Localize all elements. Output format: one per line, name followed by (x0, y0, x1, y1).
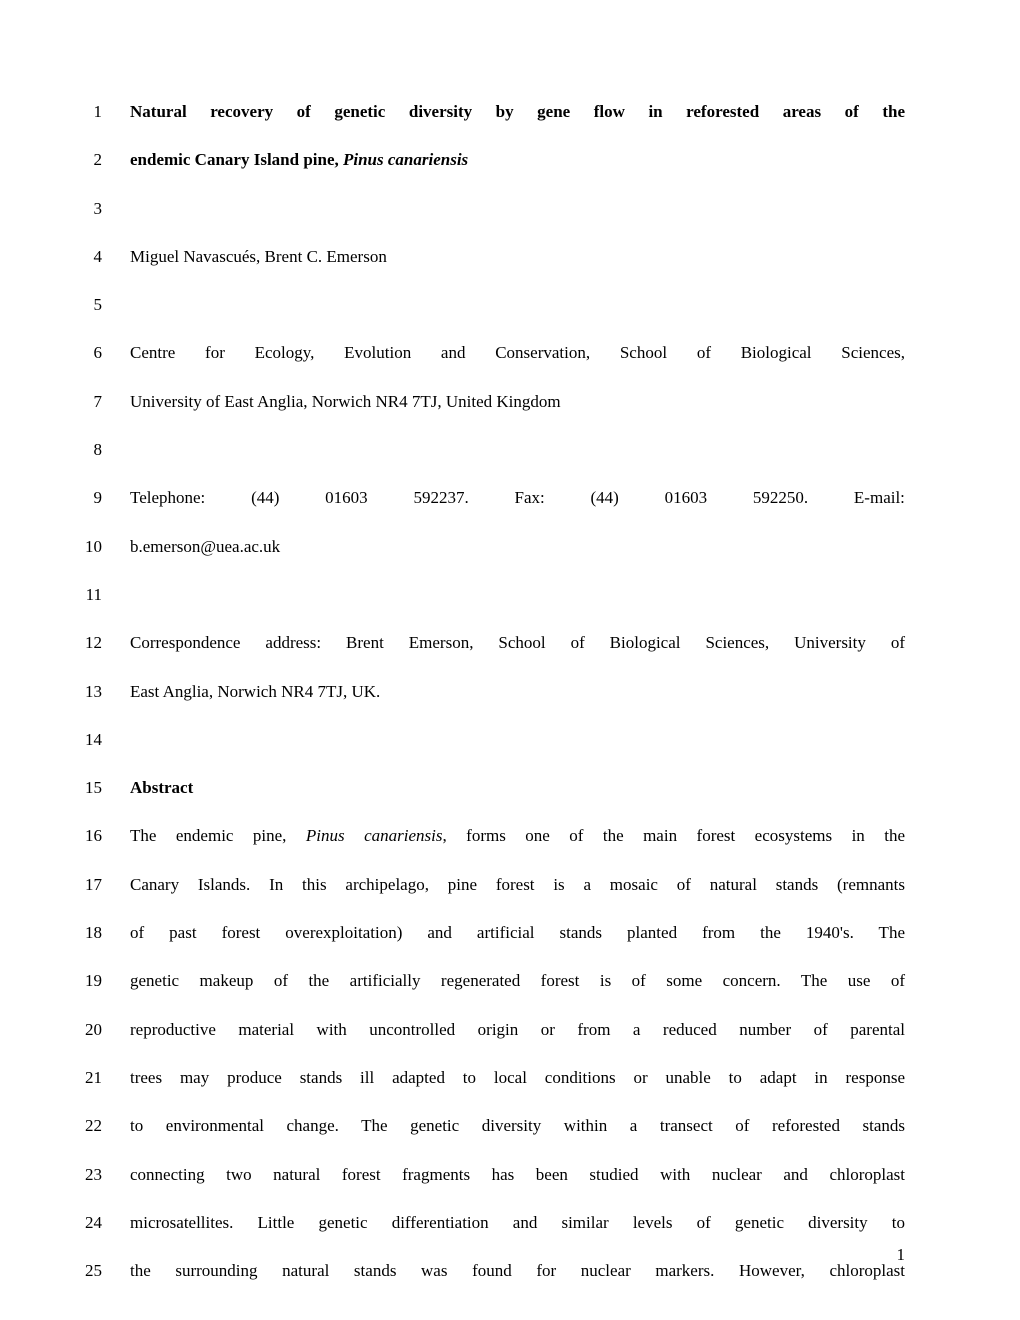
line-text: to environmental change. The genetic div… (130, 1114, 905, 1138)
line-text: Miguel Navascués, Brent C. Emerson (130, 245, 905, 269)
line-number: 5 (85, 295, 130, 315)
line-text (130, 583, 905, 607)
manuscript-line: 4Miguel Navascués, Brent C. Emerson (85, 245, 905, 269)
line-text: Abstract (130, 776, 905, 800)
line-text (130, 728, 905, 752)
line-text: Telephone:(44)01603592237.Fax:(44)016035… (130, 486, 905, 510)
line-text: of past forest overexploitation) and art… (130, 921, 905, 945)
manuscript-body: 1Natural recovery of genetic diversity b… (85, 100, 905, 1283)
line-number: 9 (85, 488, 130, 508)
line-number: 14 (85, 730, 130, 750)
manuscript-line: 1Natural recovery of genetic diversity b… (85, 100, 905, 124)
line-number: 25 (85, 1261, 130, 1281)
line-number: 7 (85, 392, 130, 412)
line-text: trees may produce stands ill adapted to … (130, 1066, 905, 1090)
manuscript-line: 7University of East Anglia, Norwich NR4 … (85, 390, 905, 414)
line-number: 3 (85, 199, 130, 219)
manuscript-line: 8 (85, 438, 905, 462)
line-number: 18 (85, 923, 130, 943)
line-number: 21 (85, 1068, 130, 1088)
line-number: 1 (85, 102, 130, 122)
line-number: 4 (85, 247, 130, 267)
manuscript-line: 5 (85, 293, 905, 317)
manuscript-line: 21trees may produce stands ill adapted t… (85, 1066, 905, 1090)
line-number: 13 (85, 682, 130, 702)
line-number: 11 (85, 585, 130, 605)
line-text: microsatellites. Little genetic differen… (130, 1211, 905, 1235)
line-text: genetic makeup of the artificially regen… (130, 969, 905, 993)
line-number: 17 (85, 875, 130, 895)
line-number: 15 (85, 778, 130, 798)
line-number: 2 (85, 150, 130, 170)
line-text: b.emerson@uea.ac.uk (130, 535, 905, 559)
line-text: University of East Anglia, Norwich NR4 7… (130, 390, 905, 414)
manuscript-line: 23connecting two natural forest fragment… (85, 1163, 905, 1187)
line-number: 8 (85, 440, 130, 460)
line-number: 20 (85, 1020, 130, 1040)
manuscript-line: 17Canary Islands. In this archipelago, p… (85, 873, 905, 897)
manuscript-line: 24microsatellites. Little genetic differ… (85, 1211, 905, 1235)
manuscript-line: 6Centre for Ecology, Evolution and Conse… (85, 341, 905, 365)
manuscript-line: 25the surrounding natural stands was fou… (85, 1259, 905, 1283)
line-text (130, 293, 905, 317)
line-text: Canary Islands. In this archipelago, pin… (130, 873, 905, 897)
line-number: 6 (85, 343, 130, 363)
line-number: 12 (85, 633, 130, 653)
line-number: 10 (85, 537, 130, 557)
line-text: Natural recovery of genetic diversity by… (130, 100, 905, 124)
line-text: endemic Canary Island pine, Pinus canari… (130, 148, 905, 172)
line-number: 23 (85, 1165, 130, 1185)
line-text: Centre for Ecology, Evolution and Conser… (130, 341, 905, 365)
line-number: 24 (85, 1213, 130, 1233)
manuscript-line: 2endemic Canary Island pine, Pinus canar… (85, 148, 905, 172)
manuscript-line: 12Correspondence address: Brent Emerson,… (85, 631, 905, 655)
line-text (130, 197, 905, 221)
line-number: 16 (85, 826, 130, 846)
manuscript-line: 14 (85, 728, 905, 752)
manuscript-line: 18of past forest overexploitation) and a… (85, 921, 905, 945)
manuscript-line: 11 (85, 583, 905, 607)
manuscript-line: 19genetic makeup of the artificially reg… (85, 969, 905, 993)
line-text: the surrounding natural stands was found… (130, 1259, 905, 1283)
manuscript-line: 22to environmental change. The genetic d… (85, 1114, 905, 1138)
line-text: reproductive material with uncontrolled … (130, 1018, 905, 1042)
line-number: 19 (85, 971, 130, 991)
manuscript-line: 13East Anglia, Norwich NR4 7TJ, UK. (85, 680, 905, 704)
manuscript-line: 20reproductive material with uncontrolle… (85, 1018, 905, 1042)
manuscript-line: 9Telephone:(44)01603592237.Fax:(44)01603… (85, 486, 905, 510)
line-text (130, 438, 905, 462)
line-text: Correspondence address: Brent Emerson, S… (130, 631, 905, 655)
manuscript-line: 3 (85, 197, 905, 221)
line-number: 22 (85, 1116, 130, 1136)
line-text: connecting two natural forest fragments … (130, 1163, 905, 1187)
line-text: East Anglia, Norwich NR4 7TJ, UK. (130, 680, 905, 704)
line-text: The endemic pine, Pinus canariensis, for… (130, 824, 905, 848)
manuscript-line: 10b.emerson@uea.ac.uk (85, 535, 905, 559)
manuscript-line: 15Abstract (85, 776, 905, 800)
page-number: 1 (897, 1245, 906, 1265)
manuscript-line: 16The endemic pine, Pinus canariensis, f… (85, 824, 905, 848)
